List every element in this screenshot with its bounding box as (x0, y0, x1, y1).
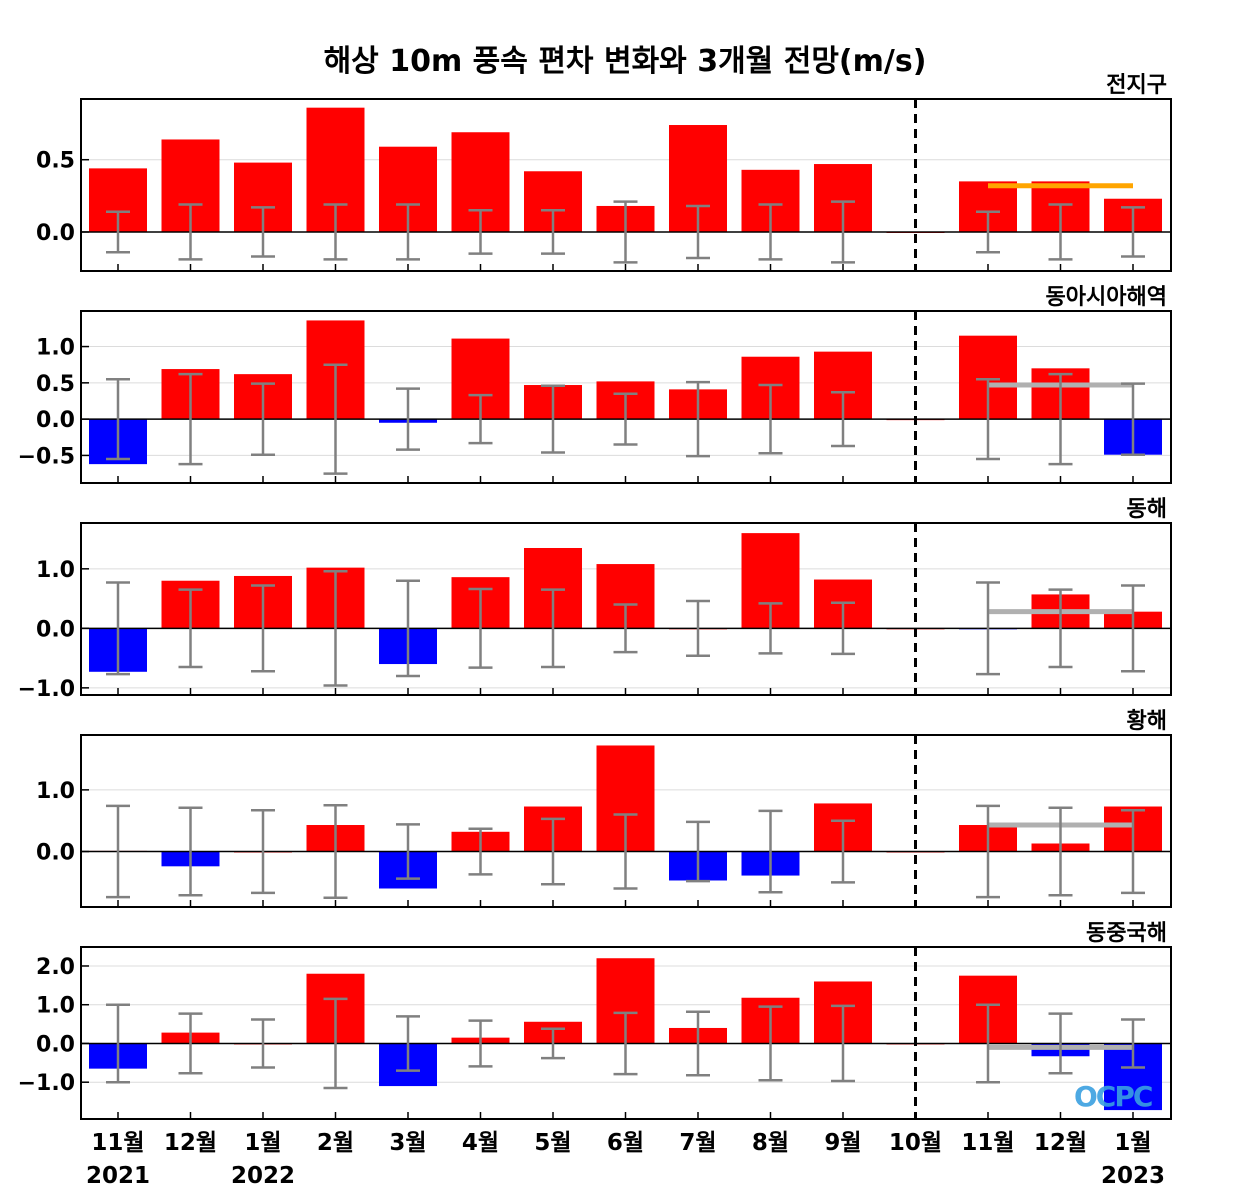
year-label: 2022 (231, 1163, 295, 1189)
x-tick-label: 8월 (752, 1130, 789, 1156)
y-tick-label: 0.5 (36, 372, 75, 397)
x-tick-label: 6월 (607, 1130, 644, 1156)
y-tick-label: 0.0 (36, 617, 75, 642)
y-tick-label: 0.0 (36, 1032, 75, 1057)
panel-frame (80, 98, 1172, 272)
x-tick-label: 4월 (462, 1130, 499, 1156)
panel-frame (80, 522, 1172, 696)
y-tick-label: 0.0 (36, 408, 75, 433)
y-tick-label: 0.0 (36, 841, 75, 866)
x-tick-label: 11월 (91, 1130, 144, 1156)
x-tick-label: 9월 (824, 1130, 861, 1156)
y-tick-label: 1.0 (36, 336, 75, 361)
x-tick-label: 12월 (1034, 1130, 1087, 1156)
year-label: 2021 (86, 1163, 150, 1189)
x-tick-label: 5월 (534, 1130, 571, 1156)
panel-title: 동중국해 (1086, 921, 1167, 946)
y-tick-label: −1.0 (18, 1071, 75, 1096)
panel-frame (80, 734, 1172, 908)
ocpc-logo: OCPC (1074, 1080, 1153, 1113)
panel-title: 동아시아해역 (1046, 285, 1167, 310)
chart-title: 해상 10m 풍속 편차 변화와 3개월 전망(m/s) (323, 44, 927, 79)
year-label: 2023 (1101, 1163, 1165, 1189)
x-tick-label: 3월 (389, 1130, 426, 1156)
x-tick-label: 2월 (317, 1130, 354, 1156)
x-tick-label: 7월 (679, 1130, 716, 1156)
panel-title: 황해 (1127, 709, 1167, 734)
y-tick-label: 1.0 (36, 558, 75, 583)
y-tick-label: 1.0 (36, 779, 75, 804)
panel-title: 전지구 (1106, 73, 1167, 98)
x-tick-label: 1월 (244, 1130, 281, 1156)
y-tick-label: 1.0 (36, 994, 75, 1019)
y-tick-label: 0.5 (36, 149, 75, 174)
panel-title: 동해 (1127, 497, 1167, 522)
x-tick-label: 10월 (889, 1130, 942, 1156)
x-tick-label: 1월 (1114, 1130, 1151, 1156)
panel-frame (80, 946, 1172, 1120)
y-tick-label: −0.5 (18, 444, 75, 469)
panel-frame (80, 310, 1172, 484)
x-tick-label: 12월 (164, 1130, 217, 1156)
y-tick-label: 2.0 (36, 955, 75, 980)
x-tick-label: 11월 (961, 1130, 1014, 1156)
y-tick-label: 0.0 (36, 221, 75, 246)
y-tick-label: −1.0 (18, 677, 75, 702)
